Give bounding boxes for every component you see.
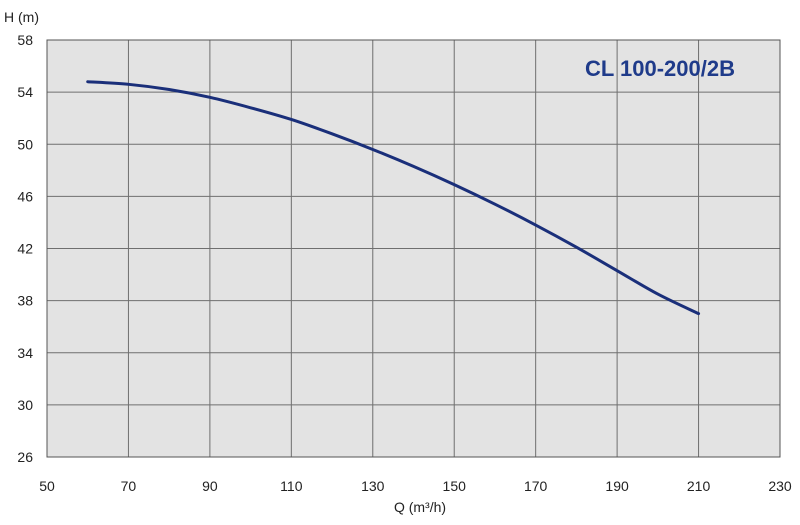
x-tick-label: 130 xyxy=(361,478,385,494)
y-tick-label: 38 xyxy=(17,293,33,309)
y-tick-label: 54 xyxy=(17,84,33,100)
y-tick-label: 46 xyxy=(17,188,33,204)
x-axis-label: Q (m³/h) xyxy=(394,499,446,515)
y-tick-labels: 26 30 34 38 42 46 50 54 58 xyxy=(17,32,33,465)
x-tick-labels: 50 70 90 110 130 150 170 190 210 230 xyxy=(39,478,792,494)
x-tick-label: 190 xyxy=(605,478,629,494)
x-tick-label: 70 xyxy=(121,478,137,494)
x-tick-label: 50 xyxy=(39,478,55,494)
x-tick-label: 150 xyxy=(443,478,467,494)
y-tick-label: 30 xyxy=(17,397,33,413)
chart-title: CL 100-200/2B xyxy=(585,56,735,81)
y-tick-label: 26 xyxy=(17,449,33,465)
x-tick-label: 110 xyxy=(280,478,303,494)
y-tick-label: 42 xyxy=(17,241,33,257)
y-tick-label: 34 xyxy=(17,345,33,361)
y-tick-label: 58 xyxy=(17,32,33,48)
x-tick-label: 90 xyxy=(202,478,218,494)
plot-frame xyxy=(46,39,781,458)
y-tick-label: 50 xyxy=(17,136,33,152)
series-line xyxy=(86,80,701,316)
x-tick-label: 230 xyxy=(768,478,792,494)
y-axis-label: H (m) xyxy=(4,9,39,25)
x-tick-label: 170 xyxy=(524,478,548,494)
x-tick-label: 210 xyxy=(687,478,711,494)
